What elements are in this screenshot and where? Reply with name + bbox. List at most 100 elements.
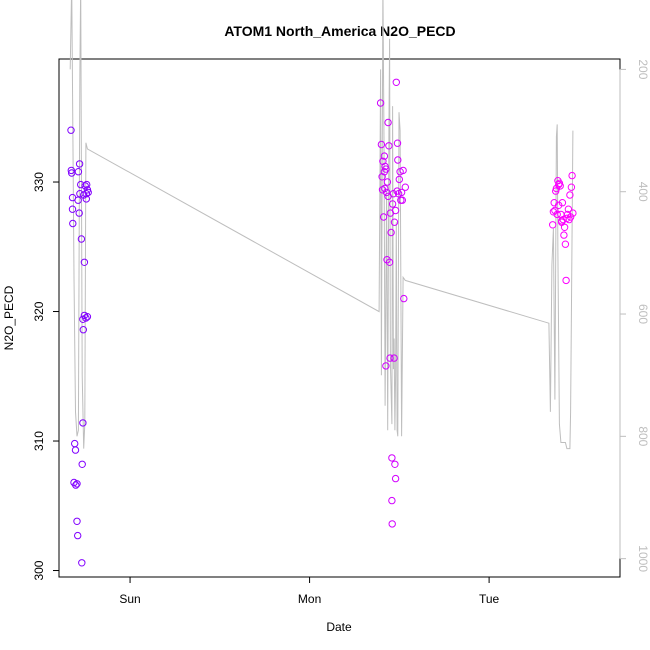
y2-tick-label: 200 bbox=[636, 59, 650, 79]
data-point bbox=[379, 213, 388, 221]
data-point bbox=[400, 294, 408, 303]
data-point bbox=[566, 191, 574, 199]
data-point bbox=[390, 354, 398, 362]
x-axis-label: Date bbox=[326, 620, 352, 634]
data-point bbox=[559, 215, 567, 224]
data-point bbox=[380, 152, 389, 160]
data-point bbox=[393, 139, 402, 147]
data-point bbox=[79, 326, 88, 334]
chart-title: ATOM1 North_America N2O_PECD bbox=[224, 23, 455, 39]
data-point bbox=[80, 258, 89, 266]
data-point bbox=[68, 205, 77, 213]
data-point bbox=[562, 276, 570, 285]
data-point bbox=[385, 258, 394, 266]
y-axis-label: N2O_PECD bbox=[2, 285, 16, 350]
data-point bbox=[73, 480, 81, 488]
plot-frame bbox=[58, 58, 621, 578]
data-point bbox=[388, 520, 396, 528]
y2-axis: 200 400 600 800 1000 bbox=[619, 59, 650, 572]
data-point bbox=[377, 140, 386, 149]
data-point bbox=[401, 183, 409, 191]
data-point bbox=[555, 201, 563, 210]
data-point bbox=[390, 218, 399, 226]
data-point bbox=[383, 178, 392, 186]
data-point bbox=[549, 221, 557, 229]
data-point bbox=[75, 160, 84, 168]
pressure-line bbox=[69, 0, 574, 450]
data-point bbox=[394, 156, 402, 164]
data-point bbox=[77, 180, 85, 189]
data-point bbox=[83, 180, 91, 189]
data-point bbox=[382, 165, 390, 173]
data-point bbox=[569, 209, 577, 217]
data-point bbox=[74, 196, 82, 204]
data-point bbox=[75, 209, 83, 217]
data-point bbox=[549, 208, 558, 216]
data-point bbox=[84, 188, 92, 197]
data-point bbox=[68, 169, 76, 177]
data-point bbox=[74, 531, 82, 540]
data-point bbox=[388, 200, 397, 208]
y-tick-label: 300 bbox=[32, 560, 46, 580]
data-point bbox=[566, 213, 575, 221]
data-point bbox=[81, 182, 89, 190]
y-tick-label: 330 bbox=[32, 172, 46, 192]
data-point bbox=[74, 168, 83, 176]
data-point bbox=[376, 99, 385, 107]
data-point bbox=[561, 240, 570, 248]
data-point bbox=[71, 446, 80, 454]
y2-tick-label: 1000 bbox=[636, 545, 650, 572]
data-point bbox=[556, 182, 564, 190]
data-point bbox=[397, 188, 406, 197]
data-point bbox=[76, 190, 84, 198]
data-point bbox=[79, 419, 87, 427]
x-tick-label: Sun bbox=[119, 592, 140, 606]
data-point bbox=[558, 199, 567, 207]
data-point bbox=[67, 126, 75, 134]
data-point bbox=[387, 228, 395, 237]
data-point bbox=[72, 481, 80, 489]
data-point bbox=[391, 206, 400, 215]
data-point bbox=[382, 188, 391, 197]
data-point bbox=[398, 196, 406, 204]
data-point bbox=[78, 460, 86, 468]
data-point bbox=[83, 313, 92, 321]
data-point bbox=[568, 171, 576, 180]
data-point bbox=[395, 175, 403, 184]
x-axis: Sun Mon Tue bbox=[119, 576, 500, 606]
data-point bbox=[564, 205, 573, 213]
data-point bbox=[69, 219, 77, 228]
data-point bbox=[560, 223, 569, 232]
data-point bbox=[78, 559, 86, 567]
data-point bbox=[388, 454, 396, 462]
y2-tick-label: 600 bbox=[636, 304, 650, 324]
data-point bbox=[399, 166, 407, 175]
data-point bbox=[392, 78, 400, 87]
data-point bbox=[385, 142, 393, 150]
y-axis: 300 310 320 330 bbox=[32, 172, 60, 581]
data-point bbox=[391, 474, 400, 483]
data-point bbox=[77, 235, 86, 243]
data-point bbox=[389, 190, 398, 198]
data-point bbox=[386, 354, 394, 362]
data-point bbox=[384, 118, 392, 127]
x-tick-label: Tue bbox=[479, 592, 500, 606]
data-point bbox=[73, 517, 81, 525]
data-point bbox=[82, 314, 90, 322]
y2-tick-label: 400 bbox=[636, 182, 650, 202]
data-point bbox=[82, 195, 91, 203]
x-tick-label: Mon bbox=[298, 592, 321, 606]
data-point bbox=[388, 496, 396, 505]
data-point bbox=[567, 183, 576, 191]
y2-tick-label: 800 bbox=[636, 426, 650, 446]
data-point bbox=[82, 190, 91, 198]
pressure-trace bbox=[69, 0, 574, 450]
data-points bbox=[67, 78, 577, 567]
data-point bbox=[382, 362, 390, 370]
y-tick-label: 320 bbox=[32, 301, 46, 321]
data-point bbox=[391, 460, 399, 468]
data-point bbox=[381, 184, 389, 193]
data-point bbox=[383, 256, 391, 264]
data-point bbox=[553, 210, 561, 219]
